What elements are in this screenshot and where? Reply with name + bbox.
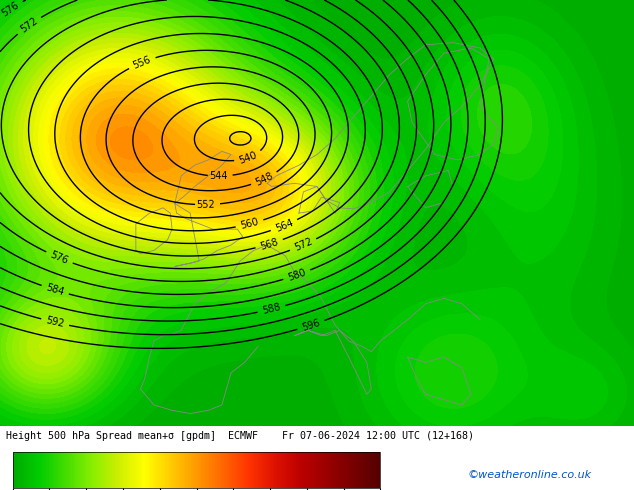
Text: 544: 544 [209,171,228,181]
Text: 576: 576 [49,249,70,266]
Text: 588: 588 [261,302,281,316]
Text: 540: 540 [238,150,259,166]
Text: 580: 580 [287,267,307,283]
Text: 576: 576 [0,0,21,19]
Text: 596: 596 [301,318,321,333]
Text: ©weatheronline.co.uk: ©weatheronline.co.uk [467,469,592,480]
Text: 564: 564 [274,218,295,234]
Text: 584: 584 [45,282,65,297]
Text: 552: 552 [197,199,215,210]
Text: 572: 572 [18,16,40,35]
Text: 548: 548 [254,171,275,188]
Text: 560: 560 [240,217,260,231]
Text: 592: 592 [45,316,65,329]
Text: 572: 572 [293,237,314,253]
Text: Height 500 hPa Spread mean+σ [gpdm]  ECMWF    Fr 07-06-2024 12:00 UTC (12+168): Height 500 hPa Spread mean+σ [gpdm] ECMW… [6,431,474,441]
Text: 556: 556 [132,54,153,71]
Text: 568: 568 [259,237,280,251]
